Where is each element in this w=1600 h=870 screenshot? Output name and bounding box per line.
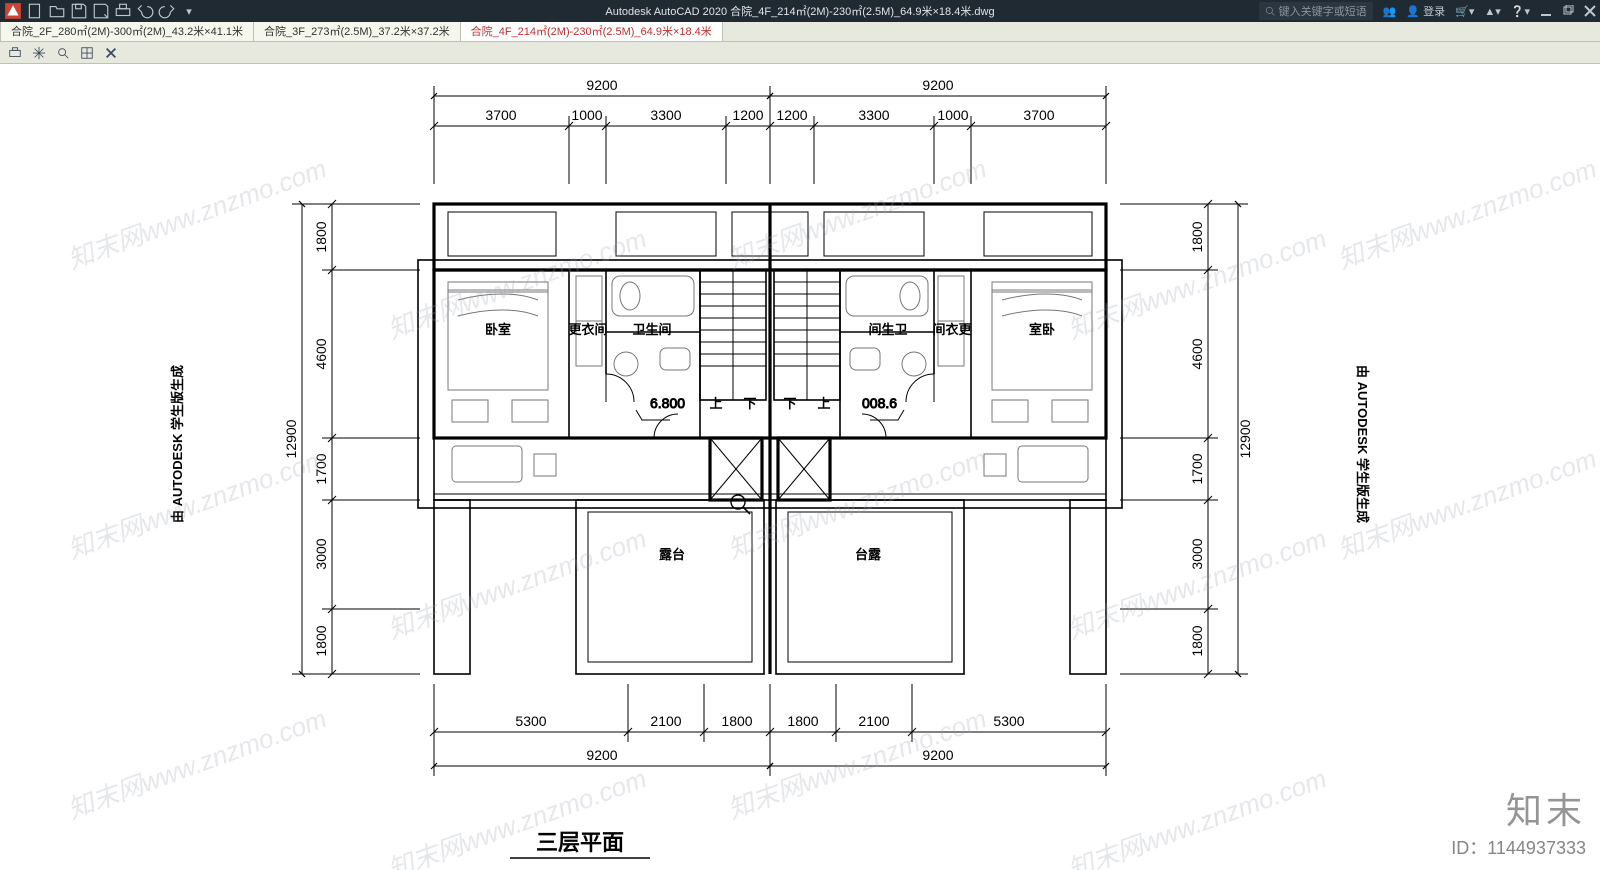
svg-text:1800: 1800 [313, 221, 329, 252]
svg-text:更衣间: 更衣间 [568, 322, 607, 337]
login-button[interactable]: 👤 登录 [1406, 3, 1445, 19]
zoom-window-icon[interactable] [54, 44, 72, 62]
restore-button[interactable] [1562, 5, 1574, 17]
svg-text:室卧: 室卧 [1029, 322, 1055, 337]
svg-text:9200: 9200 [586, 747, 617, 763]
svg-text:1700: 1700 [313, 453, 329, 484]
search-box[interactable]: 键入关键字或短语 [1259, 2, 1373, 20]
pan-icon[interactable] [30, 44, 48, 62]
svg-text:卧室: 卧室 [485, 322, 511, 337]
cart-icon[interactable]: 🛒▾ [1455, 5, 1474, 18]
zoom-extents-icon[interactable] [78, 44, 96, 62]
branding-badge: 知末 ID：1144937333 [1451, 782, 1586, 860]
svg-text:下: 下 [743, 396, 756, 411]
new-icon[interactable] [26, 2, 44, 20]
svg-text:1800: 1800 [313, 625, 329, 656]
svg-text:2100: 2100 [858, 713, 889, 729]
svg-text:008.6: 008.6 [862, 395, 897, 411]
search-placeholder: 键入关键字或短语 [1279, 3, 1367, 19]
document-tab-2[interactable]: 合院_4F_214㎡(2M)-230㎡(2.5M)_64.9米×18.4米 [460, 20, 723, 41]
quick-access-toolbar: ▾ [0, 2, 198, 20]
title-bar: ▾ Autodesk AutoCAD 2020 合院_4F_214㎡(2M)-2… [0, 0, 1600, 22]
dim-top-outer-right: 9200 [922, 77, 953, 93]
drawing-title: 三层平面 [536, 830, 624, 855]
brand-logo-text: 知末 [1451, 782, 1586, 834]
plot-preview-icon[interactable] [6, 44, 24, 62]
svg-text:由 AUTODESK 学生版生成: 由 AUTODESK 学生版生成 [170, 365, 185, 523]
svg-text:3000: 3000 [1189, 538, 1205, 569]
save-icon[interactable] [70, 2, 88, 20]
svg-text:上: 上 [709, 396, 722, 411]
brand-id: ID：1144937333 [1451, 834, 1586, 860]
svg-text:12900: 12900 [283, 419, 299, 458]
svg-text:露台: 露台 [659, 547, 685, 562]
svg-text:2100: 2100 [650, 713, 681, 729]
svg-text:1000: 1000 [571, 107, 602, 123]
quick-view-bar [0, 42, 1600, 64]
svg-text:12900: 12900 [1237, 419, 1253, 458]
minimize-button[interactable] [1540, 5, 1552, 17]
titlebar-right: 键入关键字或短语 👥 👤 登录 🛒▾ ▲▾ ❔▾ [1259, 2, 1596, 20]
saveas-icon[interactable] [92, 2, 110, 20]
redo-icon[interactable] [158, 2, 176, 20]
svg-text:9200: 9200 [922, 747, 953, 763]
svg-text:1700: 1700 [1189, 453, 1205, 484]
svg-text:1200: 1200 [732, 107, 763, 123]
svg-text:下: 下 [783, 396, 796, 411]
svg-text:3700: 3700 [485, 107, 516, 123]
svg-text:1800: 1800 [787, 713, 818, 729]
svg-text:3300: 3300 [650, 107, 681, 123]
svg-text:6.800: 6.800 [650, 395, 685, 411]
zoom-cursor-icon [731, 495, 750, 514]
drawing-canvas[interactable]: 9200 9200 3700 1000 3300 1200 1200 3300 … [0, 64, 1600, 870]
svg-text:3300: 3300 [858, 107, 889, 123]
svg-text:上: 上 [817, 396, 830, 411]
undo-icon[interactable] [136, 2, 154, 20]
svg-text:5300: 5300 [993, 713, 1024, 729]
search-icon [1265, 6, 1275, 16]
svg-text:5300: 5300 [515, 713, 546, 729]
app-exchange-icon[interactable]: ▲▾ [1484, 5, 1500, 18]
share-icon[interactable]: ▾ [180, 2, 198, 20]
svg-text:1200: 1200 [776, 107, 807, 123]
svg-text:4600: 4600 [313, 338, 329, 369]
svg-text:1000: 1000 [937, 107, 968, 123]
app-title: Autodesk AutoCAD 2020 合院_4F_214㎡(2M)-230… [605, 3, 994, 19]
svg-text:卫生间: 卫生间 [632, 322, 671, 337]
open-icon[interactable] [48, 2, 66, 20]
svg-text:1800: 1800 [1189, 625, 1205, 656]
infocenter-icon[interactable]: 👥 [1383, 5, 1397, 18]
close-button[interactable] [1584, 5, 1596, 17]
svg-text:间衣更: 间衣更 [932, 322, 972, 337]
document-tab-1[interactable]: 合院_3F_273㎡(2.5M)_37.2米×37.2米 [253, 20, 461, 41]
svg-text:台露: 台露 [855, 547, 882, 562]
document-tab-0[interactable]: 合院_2F_280㎡(2M)-300㎡(2M)_43.2米×41.1米 [0, 20, 254, 41]
svg-text:由 AUTODESK 学生版生成: 由 AUTODESK 学生版生成 [1355, 365, 1370, 523]
floor-plan-drawing: 9200 9200 3700 1000 3300 1200 1200 3300 … [0, 64, 1600, 870]
svg-text:4600: 4600 [1189, 338, 1205, 369]
svg-text:间生卫: 间生卫 [868, 322, 907, 337]
svg-text:3000: 3000 [313, 538, 329, 569]
document-tab-strip: 合院_2F_280㎡(2M)-300㎡(2M)_43.2米×41.1米 合院_3… [0, 22, 1600, 42]
close-preview-icon[interactable] [102, 44, 120, 62]
svg-text:1800: 1800 [1189, 221, 1205, 252]
svg-text:1800: 1800 [721, 713, 752, 729]
app-menu-icon[interactable] [4, 2, 22, 20]
plot-icon[interactable] [114, 2, 132, 20]
help-icon[interactable]: ❔▾ [1511, 5, 1530, 18]
dim-top-outer-left: 9200 [586, 77, 617, 93]
svg-text:3700: 3700 [1023, 107, 1054, 123]
